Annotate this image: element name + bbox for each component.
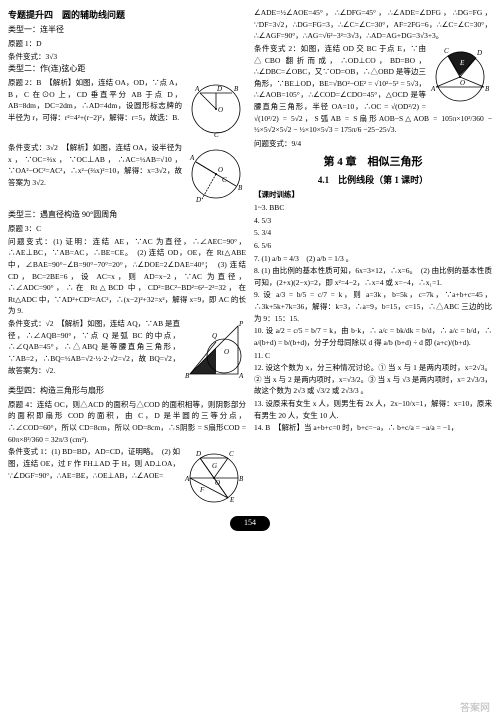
svg-text:F: F [199,486,205,494]
type2-label: 类型二：作(连)弦心距 [8,63,246,76]
figure-1: O A B D C [186,79,246,139]
topic-title: 专题提升四 圆的辅助线问题 [8,8,246,22]
train-label: 【课时训练】 [254,189,492,201]
svg-text:E: E [459,59,465,67]
svg-text:A: A [430,85,436,93]
chapter-title: 第 4 章 相似三角形 [254,154,492,172]
a14: 14. B 【解析】当 a+b+c=0 时，b+c=−a，∴ b+c/a = −… [254,422,492,434]
svg-text:O: O [460,79,465,87]
figure-r1: A B C D O E [430,45,492,105]
figure-3: B A P Q O [184,320,246,382]
q4: 原题 4：连结 OC，则△ACD 的面积与△COD 的面积相等，则阴影部分的面积… [8,399,246,446]
p3: 问题变式：(1) 证明：连结 AE，∵AC 为直径，∴∠AEC=90°，∴AE⊥… [8,236,246,317]
svg-text:G: G [212,462,217,470]
svg-text:A: A [189,154,195,162]
svg-text:B: B [485,85,490,93]
svg-text:Q: Q [212,332,217,340]
page-number: 154 [230,516,270,531]
svg-text:B: B [239,475,244,483]
a9: 9. 设 a/3 = b/5 = c/7 = k，则 a=3k，b=5k，c=7… [254,289,492,324]
svg-text:D: D [216,85,222,93]
page-number-wrap: 154 [0,516,500,531]
a8: 8. (1) 由比例的基本性质可知，6x=3×12，∴x=6。 (2) 由比例的… [254,265,492,288]
svg-text:P: P [238,320,244,328]
svg-text:C: C [229,450,234,458]
a11: 11. C [254,350,492,362]
a13b: 13. 设原来有女生 x 人，则男生有 2x 人，2x−10/x=1，解得：x=… [254,398,492,421]
svg-text:O: O [218,166,223,174]
svg-text:D: D [476,49,482,57]
a6: 6. 5/6 [254,240,492,252]
svg-text:C: C [214,131,219,139]
svg-text:B: B [234,85,239,93]
svg-text:D: D [195,450,201,458]
a5: 5. 3/4 [254,227,492,239]
type1-label: 类型一：连半径 [8,24,246,37]
svg-text:A: A [238,372,244,380]
svg-text:O: O [218,106,223,114]
svg-text:C: C [444,47,449,55]
a7: 7. (1) a/b = 4/3 (2) a/b = 1/3 。 [254,253,492,265]
svg-text:D: D [195,196,201,204]
type3-label: 类型三：遇直径构造 90°圆周角 [8,209,246,222]
a10: 10. 设 a/2 = c/5 = b/7 = k，由 b·k，∴ a/c = … [254,325,492,348]
a4: 4. 5/3 [254,215,492,227]
svg-text:O: O [224,348,229,356]
figure-4: A B D C G O E F [184,448,246,508]
a13: 1~3. BBC [254,202,492,214]
type4-label: 类型四：构造三角形与扇形 [8,385,246,398]
svg-text:A: A [194,85,200,93]
svg-text:B: B [238,184,243,192]
svg-text:C: C [222,176,227,184]
svg-text:A: A [184,475,190,483]
section-title: 4.1 比例线段（第 1 课时） [254,173,492,187]
figure-2: A B O C D [186,144,246,206]
a12: 12. 设这个数为 x，分三种情况讨论。① 当 x 与 1 是两内项时，x=2√… [254,362,492,397]
q1: 原题 1：D [8,38,246,50]
watermark: 答案网 [460,701,490,717]
v1: 条件变式：3√3 [8,51,246,63]
q3: 原题 3：C [8,223,246,235]
svg-text:B: B [185,372,190,380]
r-p2: 问题变式：9/4 [254,138,492,150]
svg-text:E: E [229,496,235,504]
svg-text:O: O [215,479,220,487]
r-p1: ∠ADE=½∠AOE=45°，∴∠DFG=45°，∴∠ADE=∠DFG，∴DG=… [254,7,492,42]
